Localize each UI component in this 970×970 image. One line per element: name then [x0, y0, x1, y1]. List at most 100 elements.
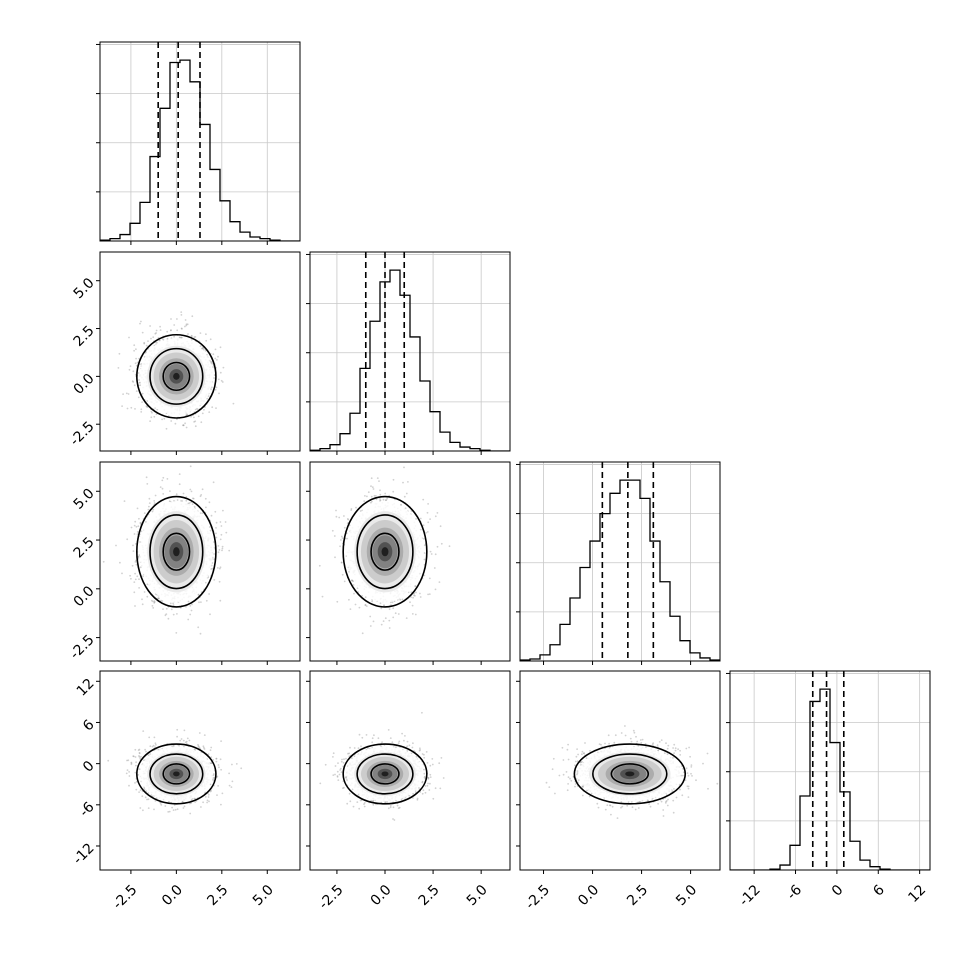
scatter-point — [162, 608, 164, 610]
scatter-point — [212, 777, 215, 779]
scatter-point — [117, 367, 120, 369]
scatter-point — [346, 518, 349, 520]
scatter-point — [172, 602, 175, 605]
scatter-point — [378, 480, 380, 482]
scatter-point — [407, 481, 409, 483]
contour-line — [149, 514, 204, 590]
scatter-point — [219, 346, 222, 349]
scatter-point — [213, 579, 216, 581]
scatter-point — [138, 379, 140, 381]
scatter-point — [434, 515, 437, 518]
scatter-point — [199, 332, 202, 334]
scatter-point — [165, 427, 168, 430]
scatter-point — [215, 407, 217, 409]
scatter-point — [170, 420, 173, 422]
scatter-point — [150, 794, 153, 797]
hist-panel-0 — [96, 41, 301, 242]
scatter-point — [145, 344, 148, 347]
scatter-point — [161, 479, 164, 482]
scatter-point — [321, 595, 324, 598]
scatter-point — [134, 572, 137, 575]
scatter-point — [353, 592, 355, 595]
scatter-point — [219, 538, 222, 541]
scatter-point — [140, 320, 142, 323]
scatter-point — [191, 315, 194, 318]
panel-frame — [729, 670, 931, 871]
scatter-point — [153, 602, 156, 604]
scatter-point — [133, 533, 136, 535]
scatter-point — [414, 613, 417, 616]
scatter-point — [217, 378, 220, 381]
panel-frame — [99, 461, 301, 662]
scatter-point — [172, 604, 175, 606]
hist-panel-2 — [516, 461, 721, 662]
scatter-point — [140, 408, 143, 411]
scatter-point — [176, 499, 179, 501]
scatter-point — [214, 357, 217, 360]
scatter-point — [429, 550, 432, 553]
scatter-point — [371, 500, 373, 503]
scatter-point — [367, 491, 370, 494]
scatter-point — [210, 361, 212, 364]
scatter-point — [145, 405, 148, 408]
scatter-point — [159, 329, 162, 331]
scatter-point — [134, 520, 137, 523]
scatter-point — [204, 497, 207, 500]
scatter-point — [180, 311, 183, 313]
scatter-point — [399, 598, 402, 601]
scatter-point — [411, 613, 414, 615]
scatter-point — [205, 599, 208, 602]
scatter-point — [158, 339, 161, 342]
scatter-point — [405, 617, 408, 619]
scatter-point — [366, 495, 368, 498]
scatter-point — [207, 395, 210, 397]
scatter-point — [218, 580, 221, 583]
scatter-point — [400, 503, 402, 506]
scatter-point — [376, 477, 379, 479]
scatter-point — [369, 625, 372, 627]
scatter-point — [150, 599, 153, 602]
scatter-point — [214, 348, 217, 351]
scatter-point — [148, 497, 151, 500]
scatter-point — [146, 583, 149, 586]
scatter-point — [151, 605, 154, 607]
scatter-point — [208, 501, 211, 504]
scatter-point — [140, 521, 142, 524]
pair-panel-3-0 — [99, 670, 301, 871]
scatter-point — [180, 336, 183, 339]
scatter-point — [384, 499, 387, 502]
scatter-point — [219, 521, 222, 523]
scatter-point — [159, 486, 162, 488]
scatter-point — [170, 329, 172, 331]
scatter-point — [165, 607, 168, 610]
scatter-point — [359, 510, 362, 512]
scatter-point — [153, 601, 156, 604]
scatter-point — [423, 538, 425, 540]
scatter-point — [428, 593, 431, 595]
scatter-point — [146, 400, 149, 402]
scatter-point — [197, 594, 200, 596]
scatter-point — [132, 544, 134, 547]
scatter-point — [200, 601, 202, 603]
scatter-point — [139, 541, 142, 543]
scatter-point — [214, 510, 217, 513]
scatter-point — [135, 525, 138, 528]
scatter-point — [193, 421, 196, 423]
scatter-point — [191, 503, 194, 505]
scatter-point — [189, 613, 192, 616]
scatter-point — [373, 494, 376, 497]
scatter-point — [133, 524, 136, 527]
scatter-point — [354, 603, 357, 606]
scatter-point — [370, 501, 372, 504]
scatter-point — [343, 526, 346, 529]
scatter-point — [411, 604, 414, 607]
scatter-point — [202, 348, 205, 351]
scatter-point — [375, 495, 377, 497]
scatter-point — [197, 415, 200, 418]
scatter-point — [222, 509, 224, 512]
scatter-point — [206, 397, 209, 400]
scatter-point — [132, 550, 135, 552]
scatter-point — [185, 414, 188, 417]
scatter-point — [170, 608, 173, 611]
scatter-point — [138, 381, 141, 384]
